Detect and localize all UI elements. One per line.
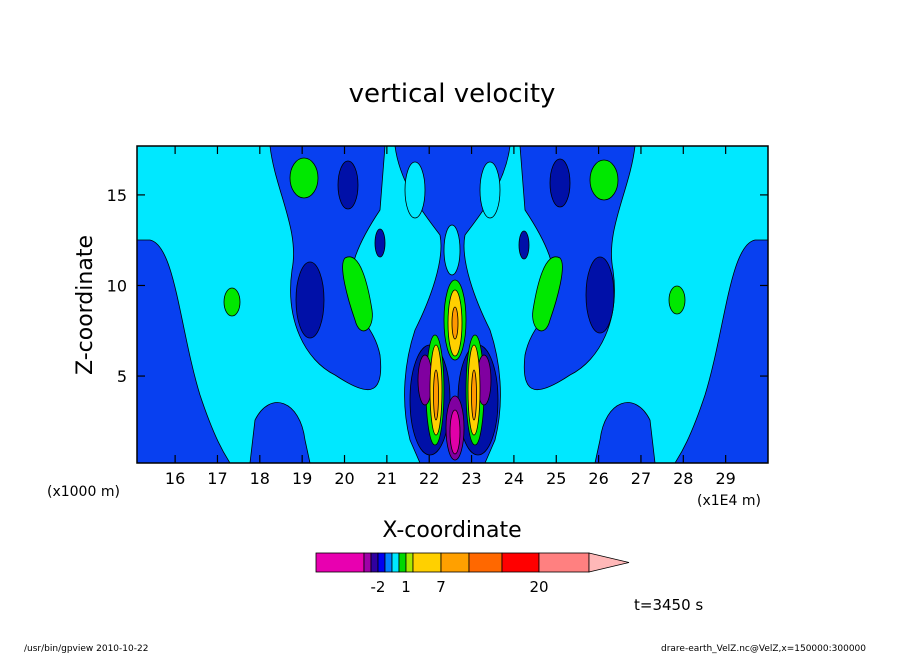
contour-navy-2	[337, 160, 359, 210]
contour-navy-6	[518, 230, 530, 260]
colorbar-segment	[315, 552, 365, 573]
colorbar-segment	[363, 552, 372, 573]
x-tick-label: 20	[334, 469, 354, 488]
colorbar-segment	[501, 552, 540, 573]
chart-title: vertical velocity	[349, 79, 556, 109]
x-axis-ticks: 16 17 18 19 20 21 22 23 24 25 26 27 28 29	[165, 146, 736, 488]
colorbar-segment	[538, 552, 590, 573]
colorbar-segment	[468, 552, 503, 573]
x-tick-label: 18	[250, 469, 270, 488]
x-tick-label: 28	[673, 469, 693, 488]
contour-blue-lower-right	[594, 402, 656, 463]
x-tick-label: 17	[207, 469, 227, 488]
colorbar-segment	[440, 552, 470, 573]
y-tick-label: 5	[117, 367, 127, 386]
colorbar-label: 7	[436, 578, 446, 596]
contour-navy-1	[295, 261, 325, 339]
x-tick-label: 27	[631, 469, 651, 488]
x-axis-unit-right: (x1E4 m)	[697, 493, 761, 509]
plot-frame	[136, 145, 769, 464]
footer-left: /usr/bin/gpview 2010-10-22	[24, 644, 148, 654]
colorbar-label: 1	[401, 578, 411, 596]
contour-orange-2	[433, 369, 439, 421]
x-axis-label: X-coordinate	[382, 518, 521, 543]
contour-green-1	[289, 157, 319, 199]
contour-navy-5	[549, 158, 571, 208]
time-label: t=3450 s	[634, 596, 703, 614]
x-tick-label: 26	[588, 469, 608, 488]
contour-cyan-hole-1	[404, 161, 426, 219]
colorbar-segment	[398, 552, 407, 573]
x-tick-label: 25	[546, 469, 566, 488]
x-tick-label: 21	[377, 469, 397, 488]
colorbar: -2 1 7 20	[315, 552, 630, 596]
contour-navy-4	[585, 256, 615, 334]
contour-cyan-hole-2	[479, 161, 501, 219]
colorbar-segment	[405, 552, 414, 573]
contour-green-2	[589, 159, 619, 201]
contour-green-5	[342, 256, 373, 332]
footer-right: drare-earth_VelZ.nc@VelZ,x=150000:300000	[661, 644, 866, 654]
colorbar-extend-arrow	[588, 552, 630, 573]
contour-orange-3	[471, 369, 477, 421]
colorbar-segment	[384, 552, 393, 573]
contour-blue-left	[137, 239, 231, 463]
colorbar-label: 20	[529, 578, 548, 596]
x-axis-unit-left: (x1000 m)	[47, 484, 120, 500]
colorbar-segment	[370, 552, 379, 573]
y-axis-label: Z-coordinate	[73, 235, 98, 375]
plot-area	[137, 146, 768, 463]
contour-green-6	[532, 256, 563, 332]
x-tick-label: 19	[292, 469, 312, 488]
x-tick-label: 24	[504, 469, 524, 488]
x-tick-label: 22	[419, 469, 439, 488]
colorbar-segment	[391, 552, 400, 573]
colorbar-segment	[412, 552, 442, 573]
y-tick-label: 15	[107, 186, 127, 205]
contour-magenta-1	[449, 409, 461, 455]
contour-green-4	[668, 285, 686, 315]
contour-blue-right	[674, 239, 768, 463]
contour-green-3	[223, 287, 241, 317]
y-tick-label: 10	[107, 276, 127, 295]
x-tick-label: 16	[165, 469, 185, 488]
y-axis-ticks: 5 10 15	[107, 186, 768, 386]
contour-blue-lower-left	[249, 402, 311, 463]
contour-navy-3	[374, 228, 386, 258]
colorbar-segment	[377, 552, 386, 573]
contour-orange-1	[451, 306, 459, 340]
contour-cyan-hole-3	[443, 224, 461, 276]
colorbar-label: -2	[371, 578, 386, 596]
x-tick-label: 29	[715, 469, 735, 488]
x-tick-label: 23	[461, 469, 481, 488]
